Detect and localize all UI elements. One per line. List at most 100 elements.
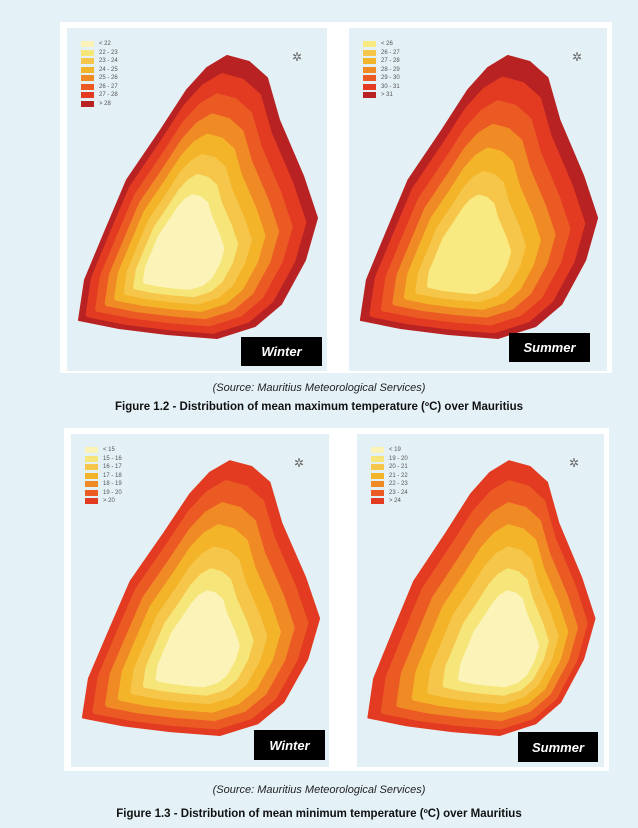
legend-label: 27 - 28	[99, 92, 118, 99]
legend-label: > 24	[389, 498, 401, 505]
legend-label: < 22	[99, 41, 111, 48]
legend-swatch	[363, 58, 376, 65]
legend-item: 24 - 25	[81, 66, 118, 75]
legend-item: < 22	[81, 40, 118, 49]
legend-item: 29 - 30	[363, 74, 400, 83]
north-arrow-icon: ✲	[291, 50, 302, 64]
legend-item: 16 - 17	[85, 463, 122, 472]
map-max-winter: < 22 22 - 23 23 - 24 24 - 25 25 - 26 26 - 27 2…	[67, 28, 327, 371]
legend-swatch	[81, 100, 94, 107]
legend-swatch	[81, 75, 94, 82]
map-max-summer: < 26 26 - 27 27 - 28 28 - 29 29 - 30 30 - 31 >…	[349, 28, 607, 371]
temperature-contour-map	[81, 460, 321, 736]
legend-swatch	[81, 83, 94, 90]
legend-label: 20 - 21	[389, 464, 408, 471]
legend-label: 25 - 26	[99, 75, 118, 82]
map-legend: < 22 22 - 23 23 - 24 24 - 25 25 - 26 26 - 27 2…	[81, 40, 118, 108]
legend-item: > 20	[85, 497, 122, 506]
north-arrow-icon: ✲	[568, 456, 579, 470]
legend-label: 21 - 22	[389, 472, 408, 479]
legend-item: 27 - 28	[363, 57, 400, 66]
legend-item: 19 - 20	[85, 489, 122, 498]
legend-item: 26 - 27	[363, 49, 400, 58]
legend-label: < 26	[381, 41, 393, 48]
legend-label: < 15	[103, 447, 115, 454]
legend-label: > 28	[99, 100, 111, 107]
legend-swatch	[81, 66, 94, 73]
legend-swatch	[371, 481, 384, 488]
legend-swatch	[85, 447, 98, 454]
north-arrow-icon: ✲	[571, 50, 582, 64]
figure-1-2-caption: Figure 1.2 - Distribution of mean maximu…	[114, 401, 524, 413]
figure-1-3-caption: Figure 1.3 - Distribution of mean minimu…	[116, 808, 522, 820]
legend-label: 30 - 31	[381, 83, 400, 90]
legend-label: 17 - 18	[103, 472, 122, 479]
legend-swatch	[81, 49, 94, 56]
legend-swatch	[85, 472, 98, 479]
legend-label: 22 - 23	[99, 49, 118, 56]
season-label: Winter	[241, 337, 322, 366]
legend-label: 23 - 24	[389, 489, 408, 496]
legend-swatch	[85, 498, 98, 505]
legend-swatch	[85, 455, 98, 462]
legend-item: 25 - 26	[81, 74, 118, 83]
legend-item: < 26	[363, 40, 400, 49]
season-label: Summer	[518, 732, 598, 762]
legend-label: 18 - 19	[103, 481, 122, 488]
legend-item: 28 - 29	[363, 66, 400, 75]
legend-swatch	[363, 66, 376, 73]
legend-item: 20 - 21	[371, 463, 408, 472]
legend-item: < 19	[371, 446, 408, 455]
legend-item: 21 - 22	[371, 472, 408, 481]
contour-band-6	[426, 194, 512, 295]
legend-item: > 24	[371, 497, 408, 506]
legend-item: 26 - 27	[81, 83, 118, 92]
legend-label: < 19	[389, 447, 401, 454]
legend-item: 30 - 31	[363, 83, 400, 92]
legend-label: 16 - 17	[103, 464, 122, 471]
legend-item: 23 - 24	[81, 57, 118, 66]
legend-label: > 31	[381, 92, 393, 99]
north-arrow-icon: ✲	[293, 456, 304, 470]
contour-band-7	[142, 194, 225, 290]
legend-item: < 15	[85, 446, 122, 455]
temperature-contour-map	[367, 460, 596, 736]
map-legend: < 15 15 - 16 16 - 17 17 - 18 18 - 19 19 - 20 >…	[85, 446, 122, 506]
legend-item: > 31	[363, 91, 400, 100]
legend-label: 15 - 16	[103, 455, 122, 462]
temperature-contour-map	[78, 55, 318, 339]
legend-label: 19 - 20	[103, 489, 122, 496]
legend-swatch	[363, 75, 376, 82]
legend-label: 26 - 27	[381, 49, 400, 56]
legend-item: 27 - 28	[81, 91, 118, 100]
legend-label: 26 - 27	[99, 83, 118, 90]
legend-item: 15 - 16	[85, 455, 122, 464]
temperature-contour-map	[359, 55, 599, 339]
map-min-summer: < 19 19 - 20 20 - 21 21 - 22 22 - 23 23 - 24 >…	[357, 434, 604, 767]
legend-swatch	[363, 49, 376, 56]
legend-swatch	[81, 58, 94, 65]
season-label: Summer	[509, 333, 590, 362]
map-min-winter: < 15 15 - 16 16 - 17 17 - 18 18 - 19 19 - 20 >…	[71, 434, 329, 767]
legend-item: 22 - 23	[81, 49, 118, 58]
legend-swatch	[85, 464, 98, 471]
legend-swatch	[371, 498, 384, 505]
legend-label: 29 - 30	[381, 75, 400, 82]
season-label: Winter	[254, 730, 325, 760]
legend-label: 19 - 20	[389, 455, 408, 462]
contour-band-6	[458, 590, 539, 688]
legend-item: > 28	[81, 100, 118, 109]
legend-swatch	[371, 455, 384, 462]
legend-swatch	[363, 83, 376, 90]
legend-swatch	[85, 481, 98, 488]
figure-1-2-source: (Source: Mauritius Meteorological Servic…	[212, 382, 426, 394]
legend-item: 23 - 24	[371, 489, 408, 498]
legend-item: 22 - 23	[371, 480, 408, 489]
legend-label: 23 - 24	[99, 58, 118, 65]
legend-label: 24 - 25	[99, 66, 118, 73]
legend-label: 22 - 23	[389, 481, 408, 488]
legend-swatch	[371, 447, 384, 454]
legend-label: > 20	[103, 498, 115, 505]
legend-item: 17 - 18	[85, 472, 122, 481]
legend-swatch	[363, 92, 376, 99]
